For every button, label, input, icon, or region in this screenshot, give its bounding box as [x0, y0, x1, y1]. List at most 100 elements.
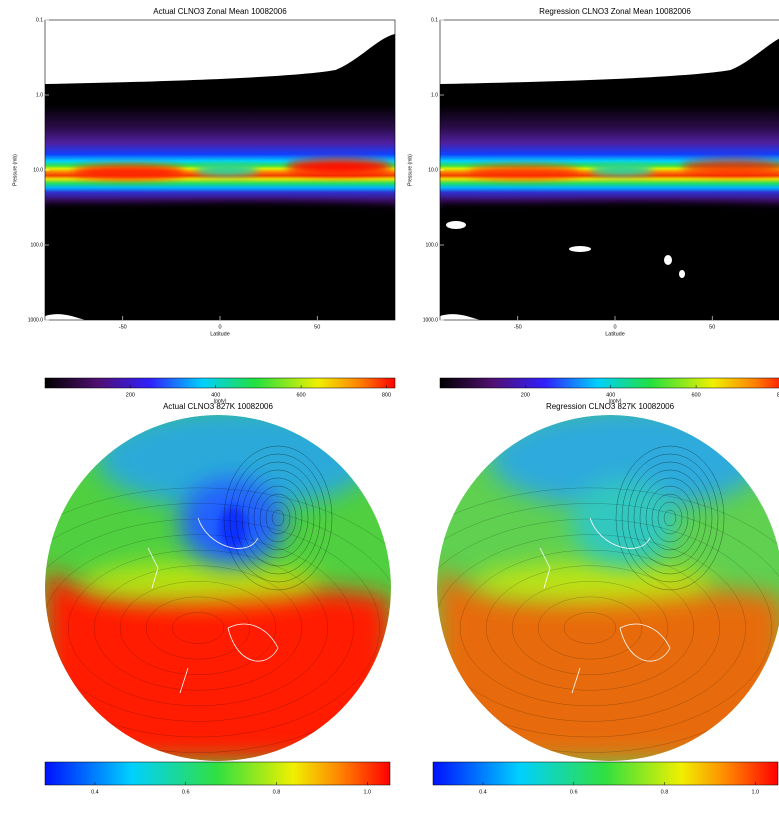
contour [235, 461, 321, 575]
y-tick-label: 100.0 [425, 242, 438, 248]
contour [45, 487, 391, 761]
field-vortex [571, 479, 676, 566]
y-tick-label: 10.0 [428, 167, 438, 173]
field-gap [569, 246, 591, 252]
chart-title: Actual CLNO3 Zonal Mean 10082006 [153, 7, 287, 16]
x-tick-label: 0 [218, 324, 221, 330]
y-tick-label: 0.1 [36, 17, 43, 23]
field-gap [664, 255, 672, 265]
polar-field [437, 415, 779, 761]
y-tick-label: 1.0 [36, 92, 43, 98]
contour [93, 565, 303, 691]
colorbar-label: (pptv) [609, 398, 622, 404]
contour [223, 445, 333, 591]
contour [615, 445, 725, 591]
colorbar-tick-label: 800 [777, 392, 779, 398]
contour [229, 453, 327, 583]
field-white-bottom [45, 314, 85, 320]
contour [68, 549, 328, 707]
colorbar-tick-label: 0.4 [479, 789, 487, 795]
x-tick-label: -50 [514, 324, 522, 330]
field-dip [590, 164, 654, 176]
colorbar-tick-label: 200 [521, 392, 530, 398]
field-band-edge [45, 202, 395, 320]
field-gap [446, 221, 466, 229]
field-dip [195, 164, 259, 176]
chart-title: Actual CLNO3 827K 10082006 [163, 402, 273, 411]
contour [259, 493, 297, 543]
colorbar-tick-label: 600 [297, 392, 306, 398]
field-warm [45, 568, 391, 761]
y-axis-label: Pressure (mb) [12, 154, 18, 186]
contour [645, 485, 695, 551]
colorbar-tick-label: 0.6 [182, 789, 190, 795]
contour [657, 501, 683, 535]
x-tick-label: 50 [709, 324, 715, 330]
contour [639, 477, 701, 559]
colorbar-tick-label: 0.6 [570, 789, 578, 795]
colorbar [432, 761, 779, 786]
field-warm [437, 568, 779, 761]
contour [171, 612, 225, 644]
y-tick-label: 1000.0 [423, 317, 439, 323]
colorbar-tick-label: 400 [211, 392, 220, 398]
field-gap [679, 270, 685, 278]
contour [45, 534, 354, 722]
colorbar-label: (pptv) [214, 398, 227, 404]
x-tick-label: 50 [314, 324, 320, 330]
field-yellow [471, 562, 714, 604]
colorbar-tick-label: 0.4 [91, 789, 99, 795]
contour [145, 596, 251, 660]
field-max [286, 159, 392, 175]
y-tick-label: 10.0 [33, 167, 43, 173]
contour [119, 581, 277, 675]
contour [437, 487, 779, 761]
y-tick-label: 100.0 [30, 242, 43, 248]
colorbar-tick-label: 400 [606, 392, 615, 398]
contour [437, 503, 779, 753]
colorbar-tick-label: 800 [382, 392, 391, 398]
contour [45, 503, 391, 753]
contour [241, 469, 315, 567]
contour [460, 549, 720, 707]
field-yellow [79, 562, 322, 604]
contour [486, 565, 695, 691]
colorbar [44, 377, 396, 389]
colorbar [44, 761, 391, 786]
colorbar-tick-label: 1.0 [751, 789, 759, 795]
coastline [147, 517, 279, 694]
x-tick-label: -50 [119, 324, 127, 330]
contour [537, 596, 643, 660]
contour [511, 581, 669, 675]
contour [253, 485, 303, 551]
field-max [468, 165, 580, 179]
colorbar-tick-label: 0.8 [273, 789, 281, 795]
colorbar-tick-label: 600 [692, 392, 701, 398]
field-max [73, 165, 185, 179]
contour [627, 461, 713, 575]
colorbar-tick-label: 0.8 [661, 789, 669, 795]
y-tick-label: 0.1 [431, 17, 438, 23]
contour [563, 612, 617, 644]
chart-title: Regression CLNO3 827K 10082006 [546, 402, 675, 411]
contour-field [440, 38, 779, 320]
chart-title: Regression CLNO3 Zonal Mean 10082006 [539, 7, 691, 16]
contour [633, 469, 707, 567]
y-tick-label: 1.0 [431, 92, 438, 98]
contour [663, 509, 677, 527]
field-white-bottom [440, 314, 480, 320]
x-axis-label: Latitude [210, 331, 230, 337]
x-axis-label: Latitude [605, 331, 625, 337]
colorbar-tick-label: 200 [126, 392, 135, 398]
coastline [539, 517, 671, 694]
contour-field [45, 34, 395, 320]
x-tick-label: 0 [613, 324, 616, 330]
contour [265, 501, 291, 535]
contour [247, 477, 309, 559]
colorbar [439, 377, 779, 389]
contour [437, 534, 746, 722]
field-band-edge [440, 202, 779, 320]
contour [271, 509, 285, 527]
y-axis-label: Pressure (mb) [407, 154, 413, 186]
